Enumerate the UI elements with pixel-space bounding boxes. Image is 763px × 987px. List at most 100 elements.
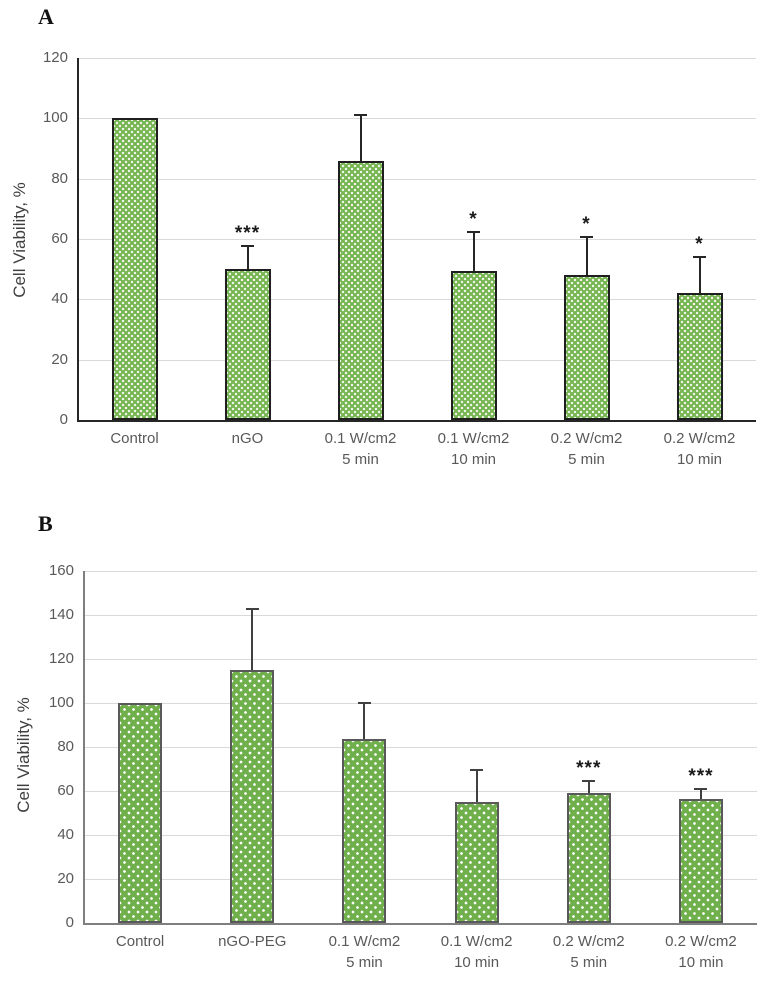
x-axis-category-line: 0.2 W/cm2 [665, 933, 737, 950]
gridline [78, 178, 756, 180]
y-axis-tick-label: 40 [51, 290, 68, 308]
bar [337, 160, 384, 420]
error-bar [585, 235, 588, 276]
gridline [78, 359, 756, 361]
bar [111, 118, 158, 420]
y-axis-tick-label: 100 [48, 694, 74, 711]
y-axis-tick-label: 20 [57, 870, 74, 887]
y-axis-title: Cell Viability, % [10, 182, 29, 298]
x-axis-line [77, 420, 756, 422]
x-axis-category-label: Control [79, 428, 191, 449]
x-axis-category-line: 0.1 W/cm2 [324, 430, 397, 447]
error-bar-cap [245, 608, 259, 611]
x-axis-category-label: 0.2 W/cm2 10 min [644, 428, 756, 470]
significance-marker: *** [688, 765, 714, 787]
significance-marker: *** [234, 223, 261, 245]
bar [342, 739, 387, 923]
error-bar-cap [467, 231, 480, 234]
x-axis-category-line: 5 min [568, 451, 605, 468]
x-axis-category-line: 0.2 W/cm2 [663, 430, 736, 447]
x-axis-category-label: Control [84, 931, 196, 952]
y-axis-tick-label: 120 [48, 650, 74, 667]
x-axis-category-line: Control [115, 933, 165, 950]
gridline [78, 299, 756, 301]
bar [676, 293, 723, 420]
x-axis-category-line: nGO-PEG [218, 933, 287, 950]
bar [450, 270, 497, 420]
x-axis-category-line: 10 min [450, 451, 497, 468]
gridline [78, 118, 756, 120]
error-bar [475, 769, 478, 802]
error-bar-cap [354, 113, 367, 116]
x-axis-category-line: nGO [231, 430, 264, 447]
error-bar [699, 787, 702, 799]
y-axis-tick-label: 120 [42, 49, 68, 66]
significance-marker: * [582, 213, 591, 235]
bar [224, 269, 271, 420]
x-axis-category-line: 0.2 W/cm2 [550, 430, 623, 447]
x-axis-category-line: 5 min [342, 451, 379, 468]
x-axis-category-label: 0.2 W/cm2 10 min [645, 931, 757, 973]
x-axis-category-line: 0.2 W/cm2 [552, 933, 625, 950]
gridline [84, 571, 757, 572]
y-axis-tick-label: 160 [48, 562, 74, 579]
x-axis-category-line: 5 min [346, 954, 383, 971]
gridline [78, 239, 756, 240]
error-bar-cap [693, 255, 706, 258]
bar [118, 703, 163, 923]
gridline [84, 703, 757, 704]
error-bar-cap [470, 769, 484, 771]
significance-marker: * [695, 233, 704, 255]
bar [230, 670, 275, 923]
x-axis-category-label: nGO [192, 428, 304, 449]
x-axis-category-label: 0.1 W/cm2 5 min [308, 931, 420, 973]
x-axis-category-line: 0.1 W/cm2 [440, 933, 513, 950]
x-axis-category-label: 0.1 W/cm2 10 min [418, 428, 530, 470]
x-axis-category-line: 10 min [454, 954, 500, 971]
bar [563, 275, 610, 420]
y-axis-tick-label: 0 [59, 411, 68, 428]
x-axis-category-line: Control [110, 430, 159, 447]
y-axis-tick-label: 100 [42, 109, 68, 127]
significance-marker: * [469, 209, 478, 231]
x-axis-category-line: 5 min [570, 954, 608, 971]
x-axis-category-label: 0.1 W/cm2 5 min [305, 428, 417, 470]
significance-marker: *** [576, 758, 602, 779]
bar [678, 798, 723, 923]
error-bar [246, 245, 249, 270]
bar [454, 802, 499, 923]
error-bar-cap [694, 787, 708, 790]
y-axis-tick-label: 60 [57, 782, 74, 799]
x-axis-category-line: 0.1 W/cm2 [437, 430, 510, 447]
error-bar [359, 113, 362, 161]
gridline [84, 879, 757, 880]
gridline [84, 747, 757, 748]
error-bar-cap [241, 245, 254, 248]
gridline [78, 58, 756, 59]
error-bar [698, 255, 701, 294]
error-bar-cap [357, 701, 371, 704]
y-axis-tick-label: 40 [57, 826, 74, 843]
y-axis-tick-label: 0 [65, 914, 74, 931]
y-axis-title: Cell Viability, % [14, 697, 33, 813]
gridline [84, 835, 757, 836]
error-bar [363, 701, 366, 740]
error-bar-cap [580, 235, 593, 238]
y-axis-tick-label: 80 [57, 738, 74, 755]
panel-label-a: A [38, 4, 54, 29]
x-axis-category-line: 10 min [676, 451, 723, 468]
x-axis-category-line: 0.1 W/cm2 [328, 933, 401, 950]
y-axis-line [83, 571, 85, 925]
bar [566, 793, 611, 923]
x-axis-category-label: 0.2 W/cm2 5 min [531, 428, 643, 470]
error-bar [251, 608, 254, 670]
x-axis-category-label: 0.2 W/cm2 5 min [533, 931, 645, 973]
error-bar-cap [582, 780, 596, 782]
y-axis-tick-label: 80 [51, 169, 68, 187]
y-axis-tick-label: 20 [51, 350, 68, 368]
error-bar [587, 780, 590, 794]
panel-label-b: B [38, 511, 53, 536]
x-axis-category-label: nGO-PEG [196, 931, 308, 952]
gridline [84, 791, 757, 792]
x-axis-category-label: 0.1 W/cm2 10 min [421, 931, 533, 973]
